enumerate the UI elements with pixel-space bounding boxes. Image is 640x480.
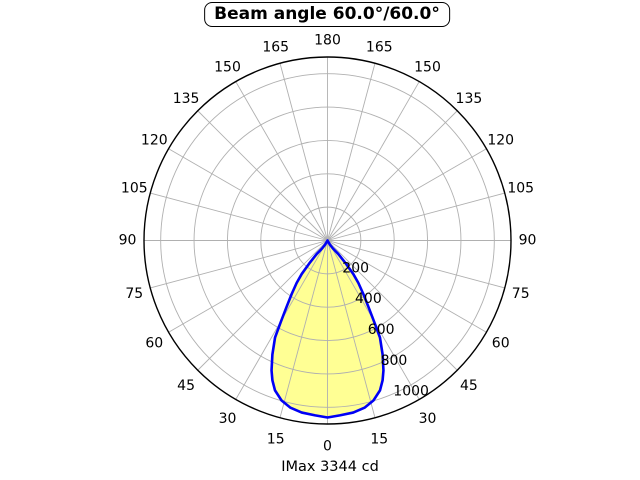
grid-spoke [327, 240, 376, 418]
radial-tick-label: 800 [381, 353, 408, 369]
angle-tick-label: 45 [177, 378, 195, 394]
angle-tick-label: 150 [414, 59, 441, 75]
angle-tick-label: 0 [323, 439, 332, 455]
angle-tick-label: 165 [366, 39, 393, 55]
angle-tick-label: 90 [119, 233, 137, 249]
angle-tick-label: 135 [173, 91, 200, 107]
grid-spoke [235, 81, 328, 241]
angle-tick-label: 60 [492, 336, 510, 352]
grid-spoke [168, 148, 328, 241]
grid-spoke [327, 240, 458, 371]
angle-tick-label: 15 [267, 432, 285, 448]
grid-spoke [197, 110, 328, 241]
angle-tick-label: 180 [314, 33, 341, 49]
grid-spoke [279, 240, 328, 418]
angle-tick-label: 90 [519, 233, 537, 249]
angle-tick-label: 120 [487, 133, 514, 149]
radial-tick-label: 1000 [393, 384, 429, 400]
angle-tick-label: 75 [512, 286, 530, 302]
grid-spoke [327, 240, 487, 333]
grid-spoke [197, 240, 328, 371]
grid-spoke [327, 63, 376, 241]
angle-tick-label: 120 [141, 133, 168, 149]
angle-tick-label: 150 [214, 59, 241, 75]
angle-tick-label: 165 [262, 39, 289, 55]
angle-tick-label: 30 [419, 411, 437, 427]
grid-spoke [279, 63, 328, 241]
grid-spoke [327, 240, 505, 289]
imax-label: IMax 3344 cd [281, 459, 379, 475]
radial-tick-label: 600 [368, 322, 395, 338]
intensity-curve [270, 239, 385, 419]
angle-tick-label: 60 [145, 336, 163, 352]
angle-tick-label: 30 [219, 411, 237, 427]
angle-tick-label: 135 [456, 91, 483, 107]
chart-title-box: Beam angle 60.0°/60.0° [204, 2, 450, 27]
grid-spoke [327, 148, 487, 241]
outer-circle [143, 56, 512, 425]
angle-tick-label: 75 [125, 286, 143, 302]
angle-tick-label: 15 [370, 432, 388, 448]
radial-tick-label: 200 [342, 260, 369, 276]
grid-spoke [168, 240, 328, 333]
chart-title: Beam angle 60.0°/60.0° [214, 4, 440, 24]
grid-spoke [327, 110, 458, 241]
radial-tick-label: 400 [355, 291, 382, 307]
grid-spoke [150, 240, 328, 289]
grid-spoke [150, 192, 328, 241]
angle-tick-label: 45 [460, 378, 478, 394]
grid-spoke [327, 192, 505, 241]
angle-tick-label: 105 [121, 181, 148, 197]
angle-tick-label: 105 [507, 181, 534, 197]
grid-spoke [327, 81, 420, 241]
